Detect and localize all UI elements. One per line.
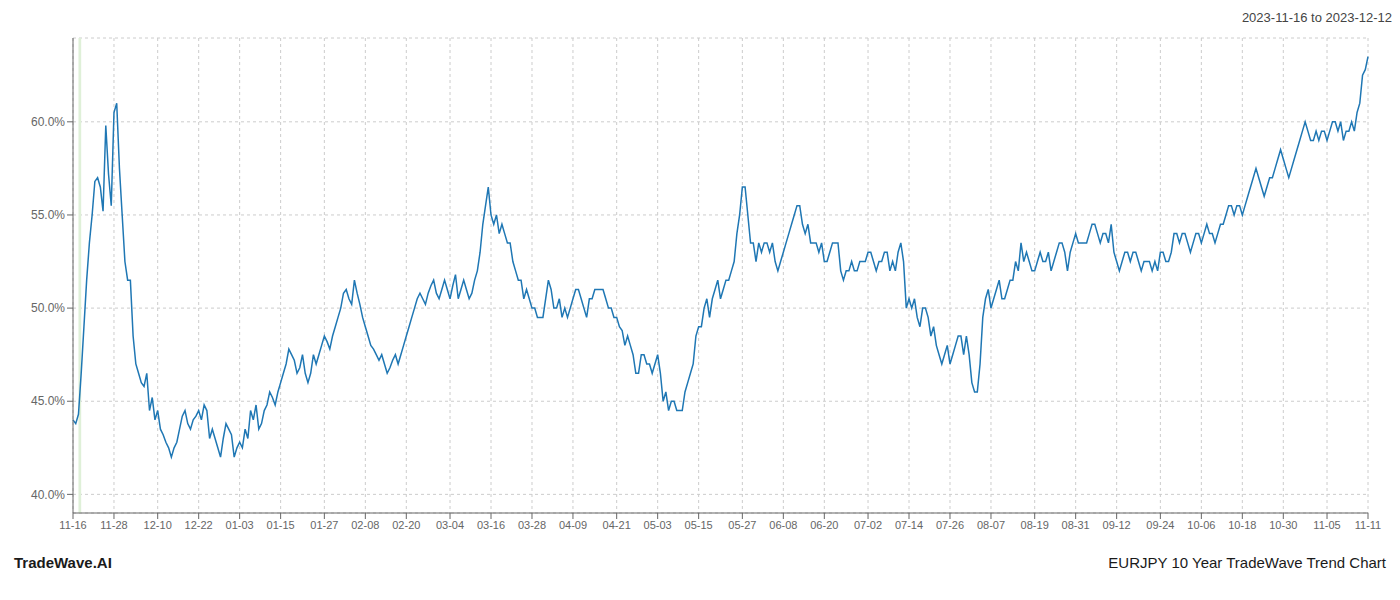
svg-text:40.0%: 40.0% (31, 488, 65, 502)
svg-text:07-02: 07-02 (854, 519, 882, 531)
svg-text:10-06: 10-06 (1187, 519, 1215, 531)
svg-text:11-11: 11-11 (1355, 519, 1382, 531)
svg-text:03-28: 03-28 (518, 519, 546, 531)
svg-text:03-16: 03-16 (477, 519, 505, 531)
svg-text:01-15: 01-15 (267, 519, 295, 531)
svg-text:10-30: 10-30 (1269, 519, 1297, 531)
svg-text:11-28: 11-28 (100, 519, 127, 531)
svg-text:05-27: 05-27 (728, 519, 756, 531)
svg-text:08-31: 08-31 (1062, 519, 1090, 531)
svg-text:12-22: 12-22 (185, 519, 213, 531)
svg-text:02-20: 02-20 (392, 519, 420, 531)
svg-text:06-20: 06-20 (810, 519, 838, 531)
html-text:TradeWave.AI: TradeWave.AI (14, 554, 112, 571)
svg-text:01-27: 01-27 (310, 519, 338, 531)
svg-text:08-07: 08-07 (977, 519, 1005, 531)
svg-text:11-16: 11-16 (59, 519, 86, 531)
svg-text:50.0%: 50.0% (31, 301, 65, 315)
svg-text:10-18: 10-18 (1228, 519, 1256, 531)
svg-text:04-21: 04-21 (603, 519, 631, 531)
svg-text:02-08: 02-08 (351, 519, 379, 531)
svg-text:04-09: 04-09 (559, 519, 587, 531)
svg-text:55.0%: 55.0% (31, 208, 65, 222)
svg-text:03-04: 03-04 (436, 519, 464, 531)
svg-text:06-08: 06-08 (769, 519, 797, 531)
html-text:2023-11-16 to 2023-12-12: 2023-11-16 to 2023-12-12 (1241, 10, 1392, 25)
svg-text:07-14: 07-14 (895, 519, 923, 531)
svg-text:12-10: 12-10 (144, 519, 172, 531)
svg-text:05-03: 05-03 (644, 519, 672, 531)
svg-text:05-15: 05-15 (685, 519, 713, 531)
html-text:EURJPY 10 Year TradeWave Trend: EURJPY 10 Year TradeWave Trend Chart (1108, 554, 1386, 571)
svg-text:60.0%: 60.0% (31, 115, 65, 129)
svg-text:01-03: 01-03 (226, 519, 254, 531)
svg-text:08-19: 08-19 (1021, 519, 1049, 531)
svg-text:07-26: 07-26 (936, 519, 964, 531)
svg-text:45.0%: 45.0% (31, 394, 65, 408)
svg-text:09-24: 09-24 (1146, 519, 1174, 531)
svg-text:09-12: 09-12 (1103, 519, 1131, 531)
svg-text:11-05: 11-05 (1313, 519, 1340, 531)
